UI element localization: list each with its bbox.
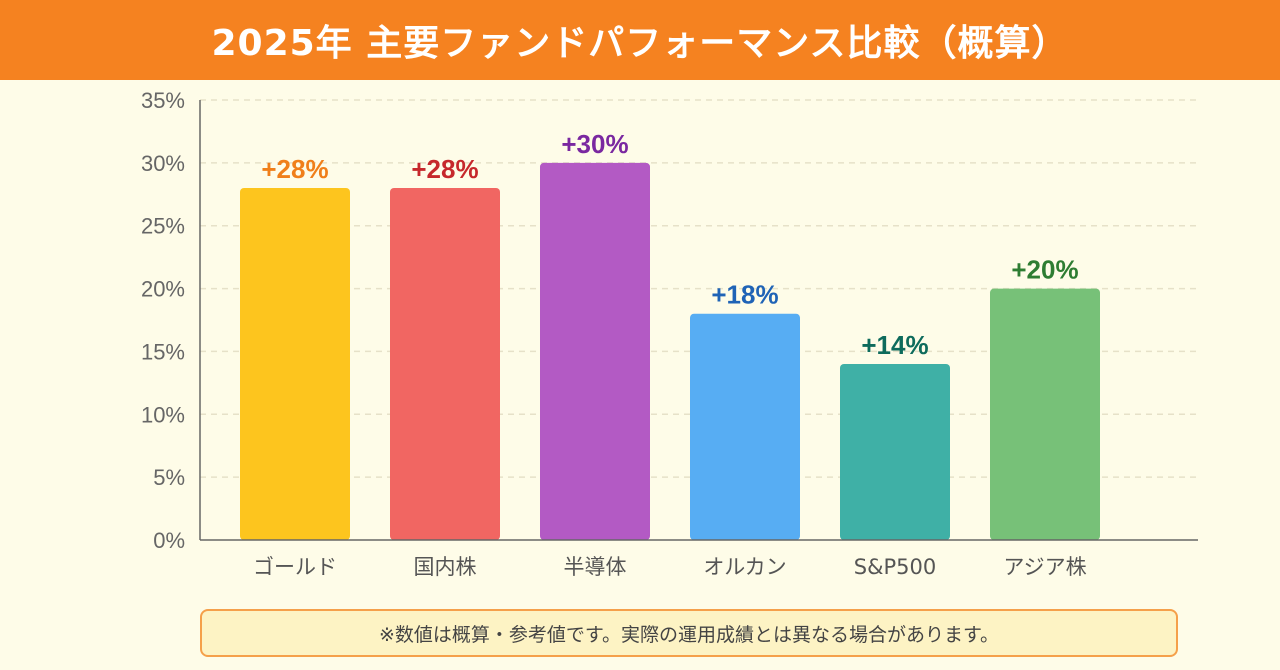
bar-5: [840, 364, 950, 540]
category-label-2: 国内株: [414, 555, 477, 579]
bar-1: [240, 188, 350, 540]
bar-6: [990, 288, 1100, 540]
category-label-3: 半導体: [564, 555, 627, 579]
y-tick-label: 20%: [141, 277, 185, 302]
y-tick-label: 25%: [141, 214, 185, 239]
value-label-3: +30%: [561, 129, 628, 159]
y-tick-label: 0%: [153, 528, 185, 553]
bar-2: [390, 188, 500, 540]
category-label-1: ゴールド: [253, 555, 337, 579]
value-label-5: +14%: [861, 330, 928, 360]
disclaimer-note: ※数値は概算・参考値です。実際の運用成績とは異なる場合があります。: [200, 609, 1178, 657]
bar-chart: 0%5%10%15%20%25%30%35% +28% +28%+30%+18%+…: [141, 88, 1198, 579]
category-label-4: オルカン: [703, 555, 786, 579]
value-labels: +28% +28% +30% +18% +14% +20%: [261, 129, 1078, 360]
value-label-4: +18%: [711, 280, 778, 310]
category-label-6: アジア株: [1003, 555, 1086, 579]
header-bar: 2025年 主要ファンドパフォーマンス比較（概算）: [0, 0, 1280, 80]
value-label-1: +28%: [261, 154, 328, 184]
y-axis-ticks: 0% 5% 10% 15% 20% 25% 30% 35%: [141, 88, 185, 553]
disclaimer-text: ※数値は概算・参考値です。実際の運用成績とは異なる場合があります。: [378, 623, 1000, 646]
y-tick-label: 30%: [141, 151, 185, 176]
y-tick-label: 15%: [141, 339, 185, 364]
bar-4: [690, 313, 800, 540]
value-label-6: +20%: [1011, 255, 1078, 285]
bar-3: [540, 162, 650, 540]
page-title: 2025年 主要ファンドパフォーマンス比較（概算）: [211, 23, 1069, 64]
category-labels: ゴールド 国内株 半導体 オルカン S&P500 アジア株: [253, 555, 1087, 579]
axes: [199, 100, 1198, 541]
bars: [240, 162, 1100, 540]
y-tick-label: 35%: [141, 88, 185, 113]
y-tick-label: 5%: [153, 465, 185, 490]
y-tick-label: 10%: [141, 402, 185, 427]
value-label-2: +28%: [411, 154, 478, 184]
category-label-5: S&P500: [854, 555, 936, 579]
